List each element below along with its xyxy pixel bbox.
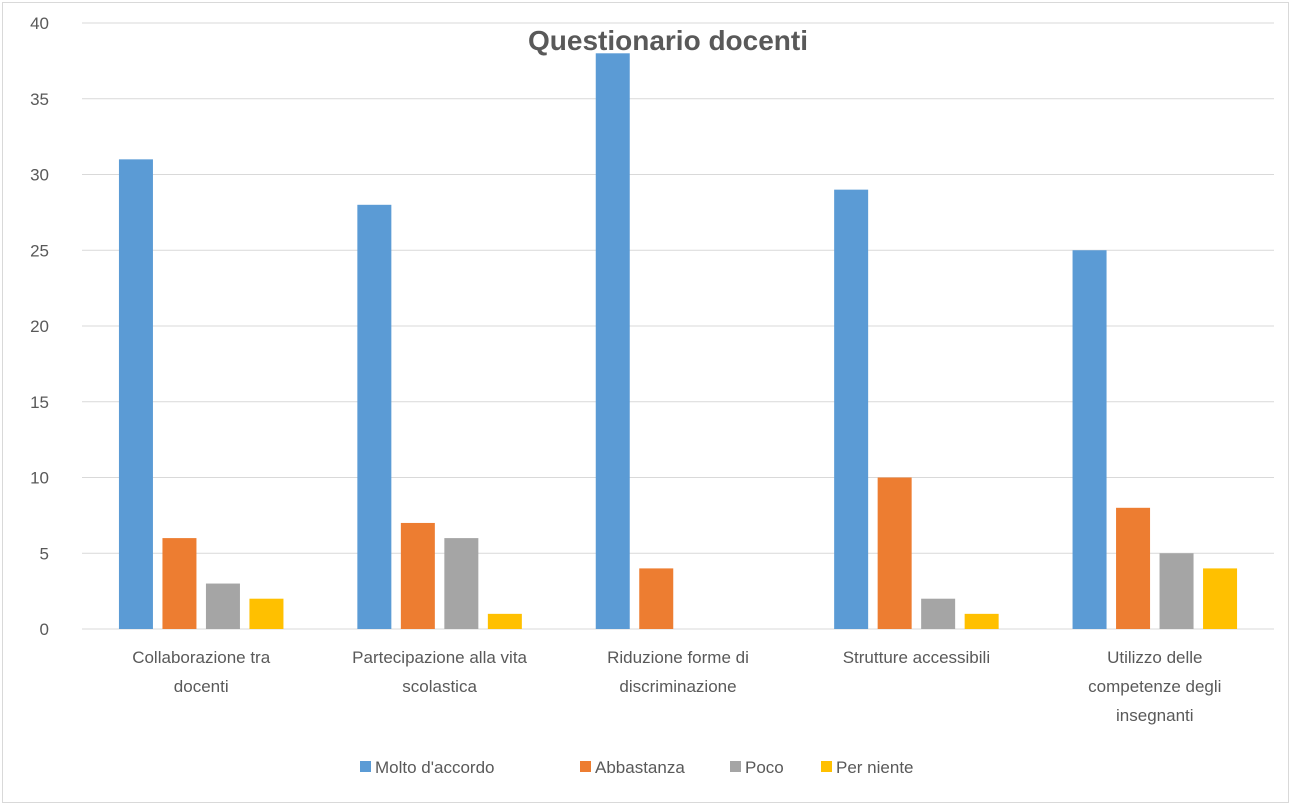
- bar: [205, 583, 240, 629]
- bar: [444, 538, 479, 629]
- y-tick-label: 25: [30, 241, 49, 260]
- bar: [877, 477, 912, 629]
- y-tick-label: 15: [30, 393, 49, 412]
- bar: [921, 598, 956, 629]
- bar: [1116, 507, 1151, 629]
- bar: [400, 522, 435, 629]
- y-tick-label: 5: [40, 544, 49, 563]
- bar: [964, 613, 999, 629]
- chart-title: Questionario docenti: [528, 25, 808, 56]
- legend-swatch: [821, 761, 832, 772]
- legend-swatch: [730, 761, 741, 772]
- legend-swatch: [360, 761, 371, 772]
- legend-swatch: [580, 761, 591, 772]
- y-tick-label: 40: [30, 14, 49, 33]
- y-tick-label: 0: [40, 620, 49, 639]
- category-label: Utilizzo delle competenze degli insegnanti: [1088, 648, 1221, 725]
- bar: [162, 538, 197, 629]
- y-tick-label: 10: [30, 469, 49, 488]
- bar-chart: 0 5 10 15 20 25 30 35 40 Collaborazione tra docent…: [30, 14, 1274, 777]
- bar: [1072, 250, 1107, 629]
- bar: [639, 568, 674, 629]
- legend-label: Molto d'accordo: [375, 758, 494, 777]
- legend-label: Poco: [745, 758, 784, 777]
- bar: [118, 159, 153, 629]
- bar: [1159, 553, 1194, 629]
- y-tick-label: 20: [30, 317, 49, 336]
- bar: [834, 189, 869, 629]
- category-label: Collaborazione tra docenti: [132, 648, 271, 696]
- y-tick-label: 35: [30, 90, 49, 109]
- bar: [487, 613, 522, 629]
- bar: [595, 53, 630, 630]
- category-label: Partecipazione alla vita scolastica: [352, 648, 527, 696]
- bar: [1203, 568, 1238, 629]
- legend-label: Abbastanza: [595, 758, 685, 777]
- bar: [249, 598, 284, 629]
- y-tick-label: 30: [30, 166, 49, 185]
- category-label: Riduzione forme di discriminazione: [607, 648, 749, 696]
- legend-label: Per niente: [836, 758, 914, 777]
- bar: [357, 204, 392, 630]
- category-label: Strutture accessibili: [843, 648, 990, 667]
